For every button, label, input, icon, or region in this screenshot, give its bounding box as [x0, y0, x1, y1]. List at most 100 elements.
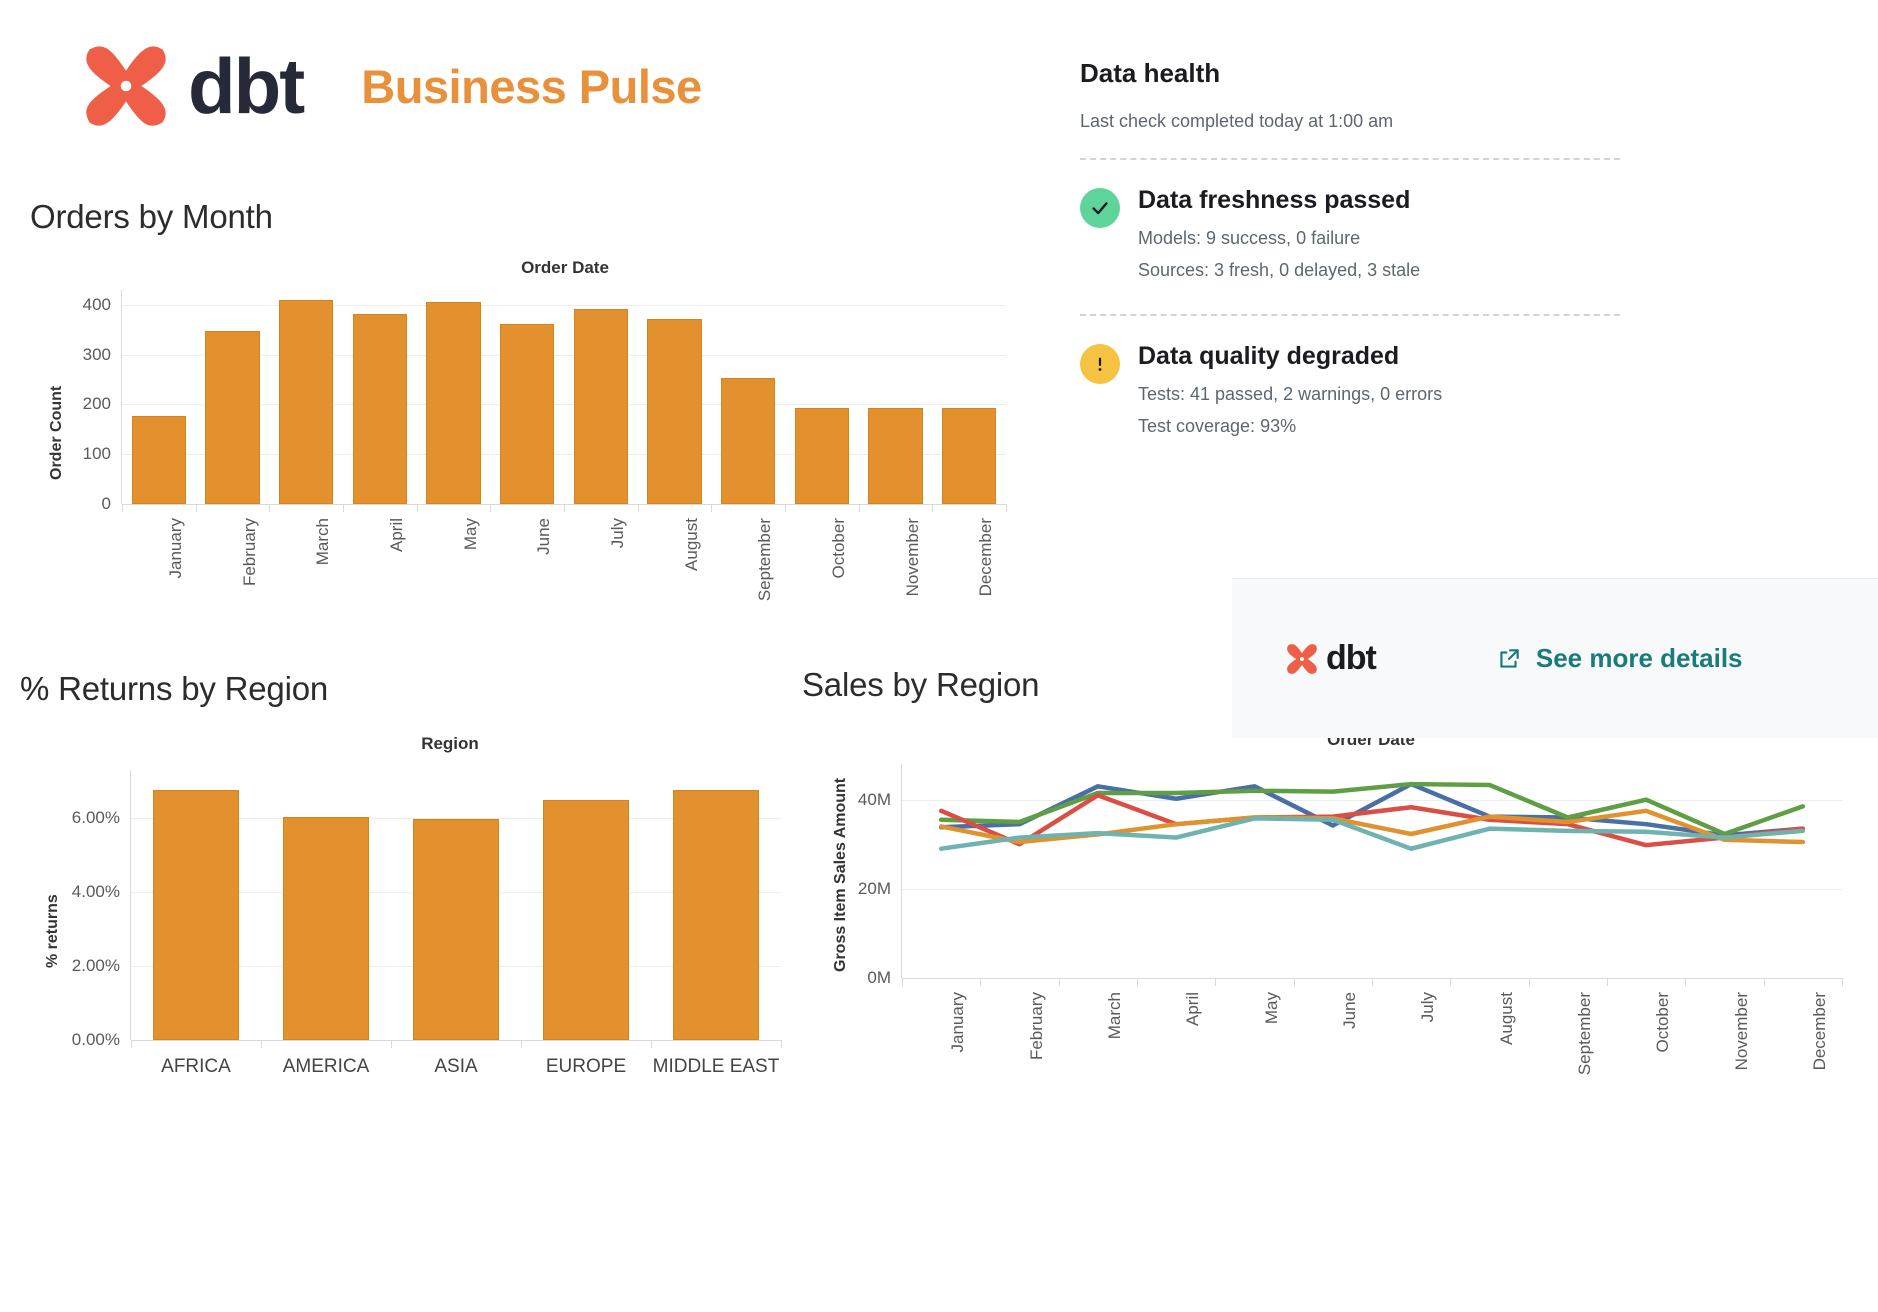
health-item-heading: Data freshness passed — [1138, 186, 1411, 214]
sales-plot-area: 0M 20M 40M January February March April May June… — [858, 764, 1843, 1075]
y-axis-tick-label: 300 — [82, 344, 111, 364]
gridline — [122, 404, 1006, 406]
bar[interactable] — [413, 819, 499, 1040]
x-axis-tick — [131, 1040, 132, 1048]
health-item-freshness: Data freshness passed Models: 9 success,… — [1080, 186, 1620, 292]
health-item-quality: Data quality degraded Tests: 41 passed, … — [1080, 342, 1620, 448]
returns-chart-header: Region — [421, 734, 479, 753]
health-item-heading: Data quality degraded — [1138, 342, 1400, 370]
y-axis-tick-label: 20M — [857, 878, 891, 898]
x-axis-tick-label: June — [1339, 992, 1359, 1029]
x-axis-tick — [1293, 978, 1295, 986]
x-axis-tick — [1685, 978, 1687, 986]
x-axis-tick — [1006, 504, 1007, 512]
x-axis-tick-label: MIDDLE EAST — [652, 1056, 780, 1077]
x-axis-tick — [1842, 978, 1843, 986]
orders-chart-header: Order Date — [521, 258, 609, 277]
x-axis-tick — [1137, 978, 1138, 986]
sales-y-axis-label: Gross Item Sales Amount — [832, 777, 849, 972]
divider — [1080, 314, 1620, 316]
x-axis-tick — [416, 504, 418, 512]
x-axis-tick-label: June — [534, 518, 554, 555]
x-axis-tick-label: November — [902, 518, 922, 597]
x-axis-tick-label: January — [948, 992, 968, 1053]
x-axis-tick-label: February — [239, 518, 259, 587]
y-axis-tick-label: 0 — [101, 494, 111, 513]
sales-by-region-chart: Order Date Gross Item Sales Amount 0M 20M… — [806, 722, 1878, 1102]
x-axis-tick — [651, 1040, 652, 1048]
bar[interactable] — [720, 377, 776, 504]
y-axis — [121, 290, 122, 504]
x-axis-tick — [711, 504, 713, 512]
x-axis-tick-label: February — [1026, 992, 1046, 1061]
line-series[interactable] — [938, 781, 1806, 838]
page-title: Business Pulse — [361, 59, 702, 113]
see-more-details-label: See more details — [1535, 643, 1743, 673]
x-axis-tick — [980, 978, 982, 986]
bar[interactable] — [153, 790, 239, 1040]
bar[interactable] — [573, 308, 629, 504]
x-axis-tick-label: EUROPE — [545, 1056, 627, 1077]
x-axis-tick — [1763, 978, 1765, 986]
x-axis — [131, 1040, 781, 1041]
x-axis-tick-label: September — [755, 518, 775, 602]
x-axis-tick — [637, 504, 639, 512]
bar[interactable] — [543, 800, 629, 1040]
bar[interactable] — [278, 299, 334, 504]
sales-chart-title: Sales by Region — [802, 666, 1040, 703]
x-axis-tick — [521, 1040, 522, 1048]
returns-chart-title: % Returns by Region — [20, 670, 329, 707]
x-axis-tick-label: April — [386, 518, 406, 553]
gridline — [122, 304, 1006, 306]
line-series[interactable] — [938, 781, 1806, 837]
bar[interactable] — [868, 407, 923, 504]
returns-plot-area: 0.00% 2.00% 4.00% 6.00% AFRICA AMERICA ASIA EUR… — [72, 770, 782, 1077]
x-axis-tick-label: April — [1183, 992, 1203, 1027]
data-health-panel: Data health Last check completed today a… — [1080, 58, 1620, 470]
line-series[interactable] — [938, 816, 1806, 851]
x-axis-tick-label: October — [828, 518, 848, 579]
x-axis-tick — [1450, 978, 1452, 986]
line-series[interactable] — [938, 792, 1806, 848]
x-axis-tick-label: November — [1731, 992, 1751, 1071]
orders-y-axis-label: Order Count — [48, 385, 65, 480]
divider — [1080, 158, 1620, 160]
x-axis-tick — [1215, 978, 1217, 986]
orders-plot-area: 0 100 200 300 400 January February March April Ma… — [83, 290, 1007, 601]
x-axis-tick — [1528, 978, 1530, 986]
x-axis-tick-label: March — [313, 518, 333, 566]
dbt-x-icon — [1284, 641, 1320, 677]
health-item-line: Test coverage: 93% — [1138, 416, 1297, 436]
bar[interactable] — [131, 415, 187, 504]
see-more-details-card[interactable]: dbt See more details — [1232, 578, 1878, 738]
orders-by-month-chart: Order Date Order Count 0 100 200 300 400 Janu… — [0, 250, 1020, 640]
gridline — [902, 799, 1842, 801]
x-axis-tick — [781, 1040, 782, 1048]
dbt-logo: dbt — [78, 38, 305, 134]
x-axis-tick — [122, 504, 123, 512]
health-item-line: Sources: 3 fresh, 0 delayed, 3 stale — [1138, 260, 1421, 280]
bar[interactable] — [426, 301, 481, 504]
y-axis-tick-label: 40M — [857, 789, 891, 809]
bar[interactable] — [205, 330, 260, 504]
bar[interactable] — [794, 407, 850, 504]
gridline — [902, 888, 1842, 890]
x-axis-tick-label: July — [1418, 992, 1438, 1023]
bar[interactable] — [941, 407, 997, 504]
bar[interactable] — [283, 817, 369, 1040]
bar[interactable] — [499, 323, 555, 504]
bar[interactable] — [647, 319, 702, 504]
see-more-details-link[interactable]: See more details — [1496, 643, 1743, 674]
x-axis-tick — [1058, 978, 1060, 986]
x-axis-tick — [932, 504, 934, 512]
x-axis-tick — [902, 978, 903, 986]
bar[interactable] — [673, 790, 759, 1040]
bar[interactable] — [352, 313, 408, 504]
y-axis-tick-label: 200 — [82, 394, 111, 414]
y-axis-tick-label: 4.00% — [71, 882, 120, 902]
x-axis-tick-label: AMERICA — [282, 1056, 370, 1077]
x-axis-tick-label: July — [607, 518, 627, 549]
x-axis-tick — [1607, 978, 1608, 986]
warning-circle-icon — [1080, 344, 1120, 384]
y-axis-tick-label: 6.00% — [71, 808, 120, 828]
